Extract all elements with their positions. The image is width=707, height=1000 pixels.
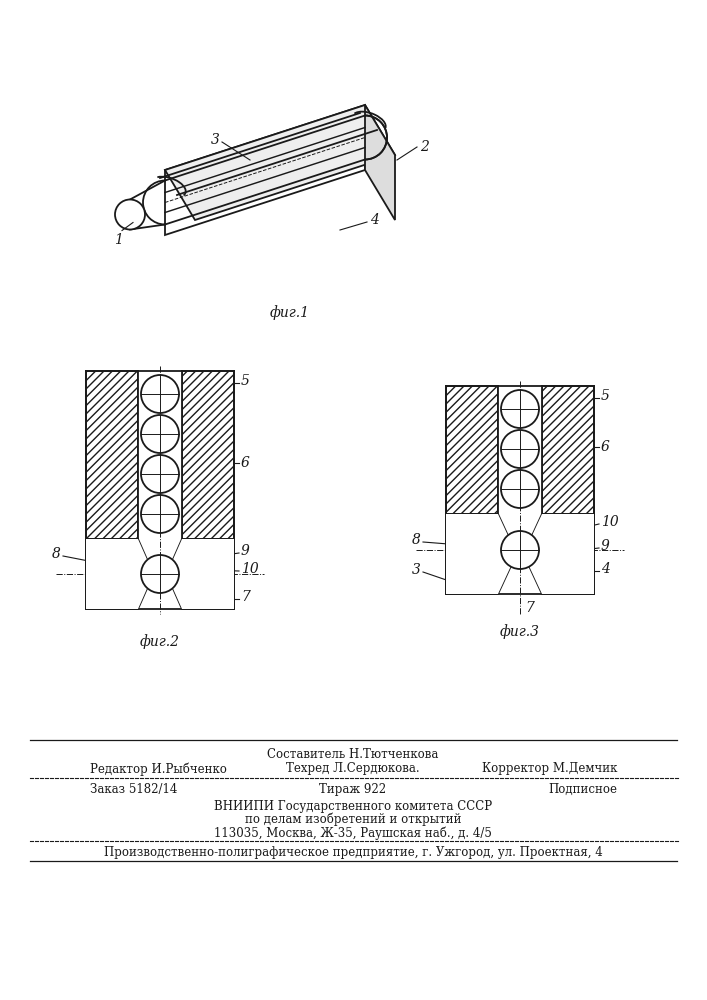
Circle shape bbox=[141, 555, 179, 593]
Text: Техред Л.Сердюкова.: Техред Л.Сердюкова. bbox=[286, 762, 420, 775]
Text: 7: 7 bbox=[525, 601, 534, 615]
Bar bbox=[498, 386, 542, 514]
Text: Производственно-полиграфическое предприятие, г. Ужгород, ул. Проектная, 4: Производственно-полиграфическое предприя… bbox=[104, 846, 602, 859]
Polygon shape bbox=[446, 514, 517, 594]
Text: 113035, Москва, Ж-35, Раушская наб., д. 4/5: 113035, Москва, Ж-35, Раушская наб., д. … bbox=[214, 826, 492, 840]
Circle shape bbox=[501, 531, 539, 569]
Polygon shape bbox=[523, 514, 594, 594]
Text: фиг.1: фиг.1 bbox=[270, 305, 310, 320]
Circle shape bbox=[501, 390, 539, 428]
Polygon shape bbox=[446, 514, 517, 594]
Polygon shape bbox=[86, 539, 153, 609]
Text: 8: 8 bbox=[412, 533, 421, 547]
Text: 5: 5 bbox=[241, 374, 250, 388]
Text: Подписное: Подписное bbox=[548, 783, 617, 796]
Text: 4: 4 bbox=[601, 562, 610, 576]
Bar bbox=[542, 386, 594, 514]
Text: Заказ 5182/14: Заказ 5182/14 bbox=[90, 783, 177, 796]
Circle shape bbox=[141, 375, 179, 413]
Text: 7: 7 bbox=[241, 590, 250, 604]
Circle shape bbox=[141, 415, 179, 453]
Text: 6: 6 bbox=[241, 456, 250, 470]
Bar bbox=[138, 371, 182, 539]
Text: 10: 10 bbox=[601, 515, 619, 529]
Text: 8: 8 bbox=[52, 547, 61, 561]
Polygon shape bbox=[523, 514, 594, 594]
Text: 5: 5 bbox=[601, 389, 610, 403]
Text: 1: 1 bbox=[114, 232, 122, 246]
Polygon shape bbox=[165, 105, 365, 235]
Text: Корректор М.Демчик: Корректор М.Демчик bbox=[481, 762, 617, 775]
Bar bbox=[86, 371, 138, 539]
Text: 3: 3 bbox=[211, 133, 220, 147]
Text: 9: 9 bbox=[241, 544, 250, 558]
Bar bbox=[182, 371, 234, 539]
Circle shape bbox=[141, 495, 179, 533]
Circle shape bbox=[141, 455, 179, 493]
Polygon shape bbox=[165, 105, 395, 220]
Circle shape bbox=[501, 470, 539, 508]
Text: 4: 4 bbox=[370, 213, 379, 227]
Text: 10: 10 bbox=[241, 562, 259, 576]
Text: фиг.2: фиг.2 bbox=[140, 634, 180, 649]
Polygon shape bbox=[167, 539, 234, 609]
Text: 9: 9 bbox=[601, 539, 610, 553]
Polygon shape bbox=[167, 539, 234, 609]
Polygon shape bbox=[86, 539, 153, 609]
Text: Тираж 922: Тираж 922 bbox=[320, 783, 387, 796]
Circle shape bbox=[501, 430, 539, 468]
Text: 6: 6 bbox=[601, 440, 610, 454]
Text: 3: 3 bbox=[412, 563, 421, 577]
Text: 2: 2 bbox=[420, 140, 429, 154]
Polygon shape bbox=[365, 105, 395, 220]
Text: ВНИИПИ Государственного комитета СССР: ВНИИПИ Государственного комитета СССР bbox=[214, 800, 492, 813]
Text: Редактор И.Рыбченко: Редактор И.Рыбченко bbox=[90, 762, 227, 776]
Text: по делам изобретений и открытий: по делам изобретений и открытий bbox=[245, 813, 461, 826]
Text: фиг.3: фиг.3 bbox=[500, 624, 540, 639]
Bar bbox=[446, 386, 498, 514]
Text: Составитель Н.Тютченкова: Составитель Н.Тютченкова bbox=[267, 748, 438, 761]
Circle shape bbox=[115, 200, 145, 230]
